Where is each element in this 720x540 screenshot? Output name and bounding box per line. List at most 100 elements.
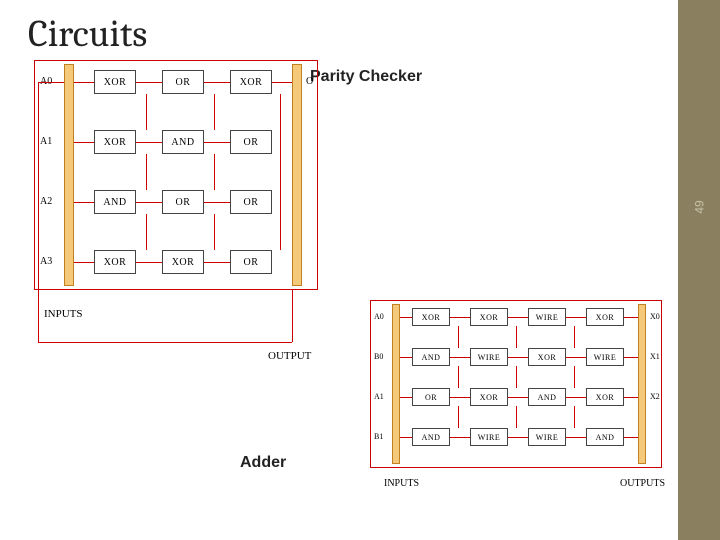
wire (516, 406, 517, 428)
parity-output-bar (292, 64, 302, 286)
parity-circuit: A0 XOR OR XOR O A1 XOR AND OR A2 AND OR … (34, 60, 324, 355)
wire (74, 82, 94, 83)
wire (458, 326, 459, 348)
wire (624, 397, 638, 398)
wire (574, 326, 575, 348)
wire (566, 397, 586, 398)
wire (136, 202, 162, 203)
adder-inputs-label: INPUTS (384, 478, 419, 489)
subtitle-adder: Adder (240, 454, 286, 472)
adder-gate-1-3: WIRE (586, 348, 624, 366)
adder-gate-2-2: AND (528, 388, 566, 406)
wire (292, 290, 293, 342)
adder-output-bar (638, 304, 646, 464)
wire (516, 366, 517, 388)
parity-input-bar (64, 64, 74, 286)
wire (38, 82, 39, 342)
page-title: Circuits (28, 12, 147, 56)
wire (566, 437, 586, 438)
parity-gate-3-2: OR (230, 250, 272, 274)
parity-in-1: A1 (40, 136, 52, 147)
subtitle-parity: Parity Checker (310, 68, 422, 86)
adder-gate-3-3: AND (586, 428, 624, 446)
wire (450, 357, 470, 358)
wire (204, 202, 230, 203)
adder-in-2: A1 (374, 392, 384, 401)
wire (38, 342, 292, 343)
wire (204, 142, 230, 143)
wire (214, 94, 215, 130)
wire (458, 366, 459, 388)
wire (136, 142, 162, 143)
adder-gate-2-3: XOR (586, 388, 624, 406)
adder-gate-3-2: WIRE (528, 428, 566, 446)
wire (74, 262, 94, 263)
parity-gate-3-1: XOR (162, 250, 204, 274)
wire (566, 357, 586, 358)
wire (508, 317, 528, 318)
wire (400, 397, 412, 398)
adder-gate-2-0: OR (412, 388, 450, 406)
adder-input-bar (392, 304, 400, 464)
adder-gate-3-1: WIRE (470, 428, 508, 446)
wire (214, 154, 215, 190)
parity-in-2: A2 (40, 196, 52, 207)
adder-circuit: A0 XOR XOR WIRE XOR X0 B0 AND WIRE XOR W… (370, 300, 670, 510)
parity-out-pin: O (306, 76, 313, 87)
wire (450, 397, 470, 398)
wire (136, 262, 162, 263)
wire (146, 214, 147, 250)
wire (508, 357, 528, 358)
adder-out-0: X0 (650, 312, 660, 321)
wire (624, 357, 638, 358)
parity-gate-0-0: XOR (94, 70, 136, 94)
adder-gate-3-0: AND (412, 428, 450, 446)
page-number: 49 (692, 200, 706, 213)
wire (574, 406, 575, 428)
adder-gate-0-3: XOR (586, 308, 624, 326)
wire (450, 317, 470, 318)
wire (136, 82, 162, 83)
parity-gate-0-1: OR (162, 70, 204, 94)
wire (280, 94, 281, 250)
wire (146, 94, 147, 130)
wire (566, 317, 586, 318)
adder-gate-1-1: WIRE (470, 348, 508, 366)
wire (204, 262, 230, 263)
parity-gate-2-0: AND (94, 190, 136, 214)
wire (574, 366, 575, 388)
adder-in-3: B1 (374, 432, 383, 441)
wire (146, 154, 147, 190)
parity-gate-1-0: XOR (94, 130, 136, 154)
adder-gate-0-2: WIRE (528, 308, 566, 326)
wire (272, 82, 292, 83)
adder-in-1: B0 (374, 352, 383, 361)
adder-gate-1-2: XOR (528, 348, 566, 366)
slide-sidebar (678, 0, 720, 540)
parity-gate-0-2: XOR (230, 70, 272, 94)
wire (204, 82, 230, 83)
wire (38, 82, 64, 83)
wire (74, 142, 94, 143)
wire (400, 437, 412, 438)
wire (450, 437, 470, 438)
adder-out-1: X1 (650, 352, 660, 361)
parity-gate-2-2: OR (230, 190, 272, 214)
adder-gate-2-1: XOR (470, 388, 508, 406)
wire (624, 317, 638, 318)
parity-gate-1-1: AND (162, 130, 204, 154)
adder-in-0: A0 (374, 312, 384, 321)
parity-gate-3-0: XOR (94, 250, 136, 274)
wire (458, 406, 459, 428)
adder-gate-0-0: XOR (412, 308, 450, 326)
wire (400, 357, 412, 358)
wire (508, 437, 528, 438)
wire (74, 202, 94, 203)
parity-inputs-label: INPUTS (44, 308, 83, 320)
wire (400, 317, 412, 318)
adder-gate-0-1: XOR (470, 308, 508, 326)
adder-gate-1-0: AND (412, 348, 450, 366)
wire (516, 326, 517, 348)
wire (508, 397, 528, 398)
adder-outputs-label: OUTPUTS (620, 478, 665, 489)
